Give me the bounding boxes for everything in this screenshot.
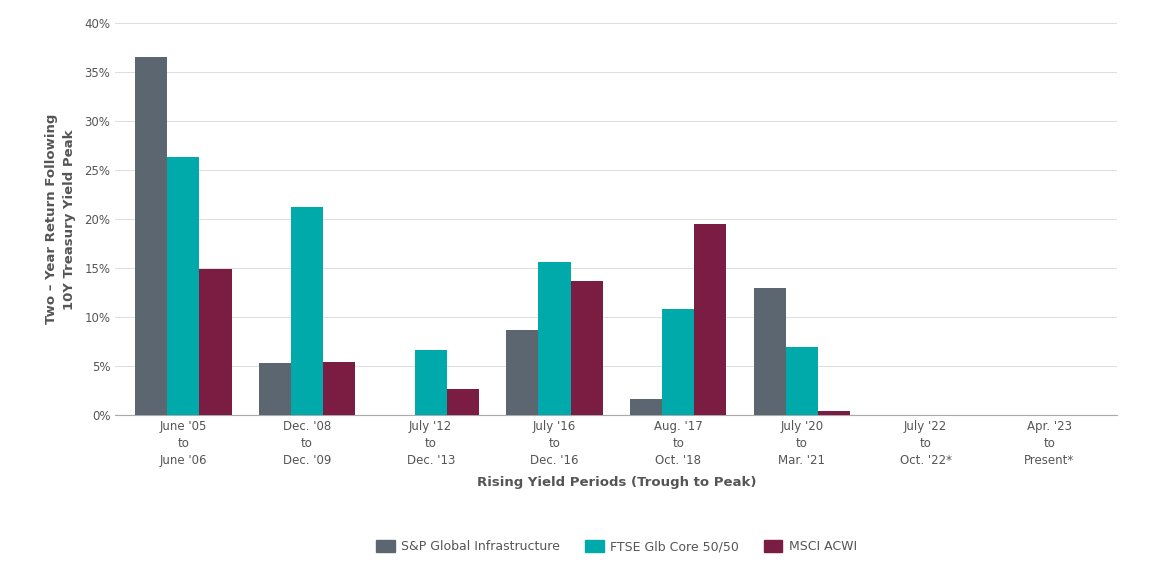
Bar	[259, 364, 291, 415]
Bar	[695, 224, 727, 415]
Bar	[506, 330, 538, 415]
Bar	[447, 389, 479, 415]
Bar	[538, 263, 570, 415]
X-axis label: Rising Yield Periods (Trough to Peak): Rising Yield Periods (Trough to Peak)	[477, 475, 756, 489]
Bar	[415, 350, 447, 415]
Bar	[662, 309, 695, 415]
Bar	[818, 411, 850, 415]
Legend: S&P Global Infrastructure, FTSE Glb Core 50/50, MSCI ACWI: S&P Global Infrastructure, FTSE Glb Core…	[371, 535, 862, 559]
Bar	[291, 208, 323, 415]
Bar	[199, 269, 232, 415]
Y-axis label: Two – Year Return Following
10Y Treasury Yield Peak: Two – Year Return Following 10Y Treasury…	[45, 114, 76, 324]
Bar	[786, 347, 818, 415]
Bar	[135, 58, 167, 415]
Bar	[570, 281, 602, 415]
Bar	[323, 362, 355, 415]
Bar	[167, 158, 199, 415]
Bar	[753, 288, 786, 415]
Bar	[630, 399, 662, 415]
